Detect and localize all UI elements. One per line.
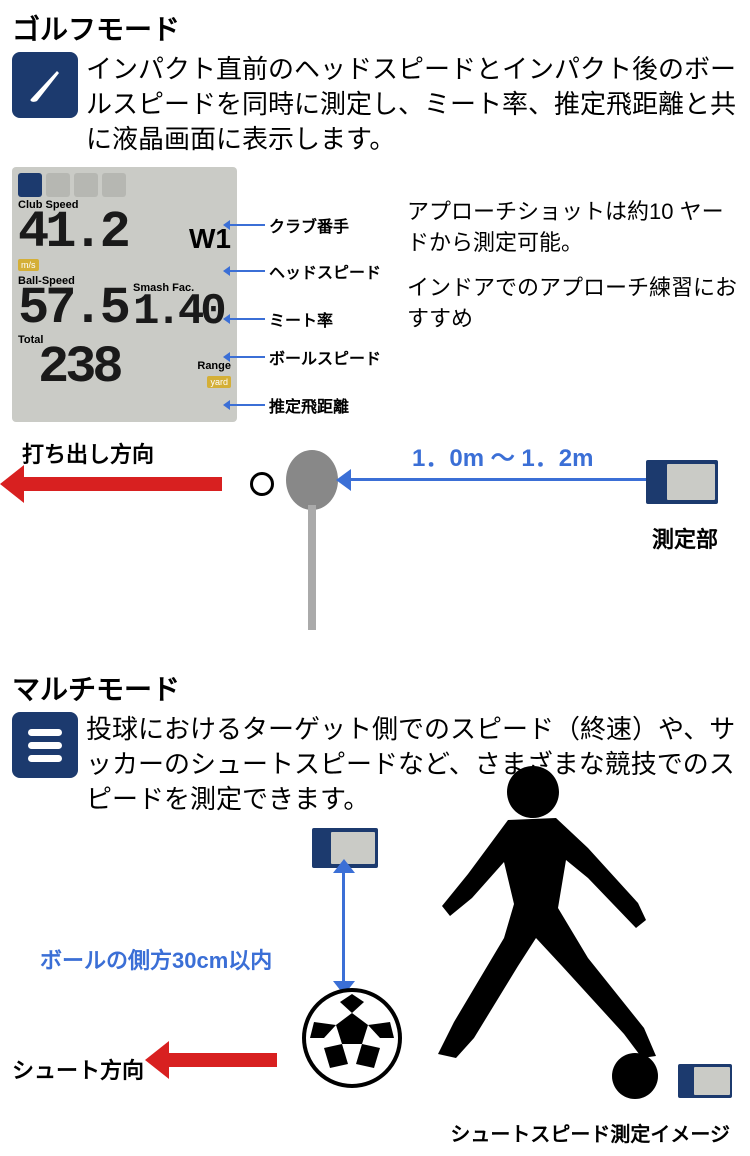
multi-title: マルチモード xyxy=(12,668,738,708)
golf-mode-section: ゴルフモード インパクト直前のヘッドスピードとインパクト後のボールスピードを同時… xyxy=(0,0,750,640)
side-text-2: インドアでのアプローチ練習におすすめ xyxy=(407,273,738,335)
golf-setup-diagram: 打ち出し方向 1．0m ～ 1．2m 測定部 xyxy=(12,432,738,632)
multi-mode-icon xyxy=(12,712,78,778)
annot-ball-speed: ボールスピード xyxy=(269,345,381,369)
side-distance-label: ボールの側方30cm以内 xyxy=(40,943,272,975)
multi-mode-section: マルチモード 投球におけるターゲット側でのスピード（終速）や、サッカーのシュート… xyxy=(0,660,750,1155)
golf-header: インパクト直前のヘッドスピードとインパクト後のボールスピードを同時に測定し、ミー… xyxy=(12,52,738,157)
launch-arrow xyxy=(22,477,222,491)
shoot-image-label: シュートスピード測定イメージ xyxy=(450,1118,730,1147)
lcd-annotations: クラブ番手 ヘッドスピード ミート率 ボールスピード 推定飛距離 xyxy=(247,167,397,422)
golf-club-diagram-icon xyxy=(284,450,344,635)
golf-club-icon xyxy=(12,52,78,118)
multi-device-bottom-icon xyxy=(678,1064,732,1098)
golf-side-text: アプローチショットは約10 ヤードから測定可能。 インドアでのアプローチ練習にお… xyxy=(407,197,738,422)
annot-head-speed: ヘッドスピード xyxy=(269,259,381,283)
lcd-display: Club Speed 41.2 W1 m/s Ball-Speed 57.5 S… xyxy=(12,167,237,422)
lcd-smash-value: 1.40 xyxy=(133,294,231,331)
golf-title: ゴルフモード xyxy=(12,8,738,48)
device-label: 測定部 xyxy=(652,522,718,554)
side-text-1: アプローチショットは約10 ヤードから測定可能。 xyxy=(407,197,738,259)
distance-arrow xyxy=(350,478,650,481)
golf-content-row: Club Speed 41.2 W1 m/s Ball-Speed 57.5 S… xyxy=(12,167,738,422)
lcd-range-unit: yard xyxy=(207,376,231,388)
golf-ball-icon xyxy=(250,472,274,496)
distance-range-label: 1．0m ～ 1．2m xyxy=(412,438,593,473)
annot-est-distance: 推定飛距離 xyxy=(269,393,349,417)
soccer-ball-icon xyxy=(302,988,402,1093)
annot-club-no: クラブ番手 xyxy=(269,213,349,237)
annot-meet-rate: ミート率 xyxy=(269,307,333,331)
lcd-club-speed-value: 41.2 xyxy=(18,211,127,255)
vertical-distance-arrow xyxy=(342,872,345,982)
multi-setup-diagram: ボールの側方30cm以内 シュート方向 シュートスピード測定イメージ xyxy=(12,828,738,1148)
shoot-arrow xyxy=(167,1053,277,1067)
shoot-direction-label: シュート方向 xyxy=(12,1053,144,1085)
lcd-club-speed-unit: m/s xyxy=(18,259,39,271)
launch-direction-label: 打ち出し方向 xyxy=(22,437,154,469)
small-ball-icon xyxy=(612,1053,658,1099)
measurement-device-icon xyxy=(646,460,718,504)
lcd-ball-speed-value: 57.5 xyxy=(18,287,129,331)
lcd-total-value: 238 xyxy=(38,346,120,390)
golf-description: インパクト直前のヘッドスピードとインパクト後のボールスピードを同時に測定し、ミー… xyxy=(86,52,738,157)
